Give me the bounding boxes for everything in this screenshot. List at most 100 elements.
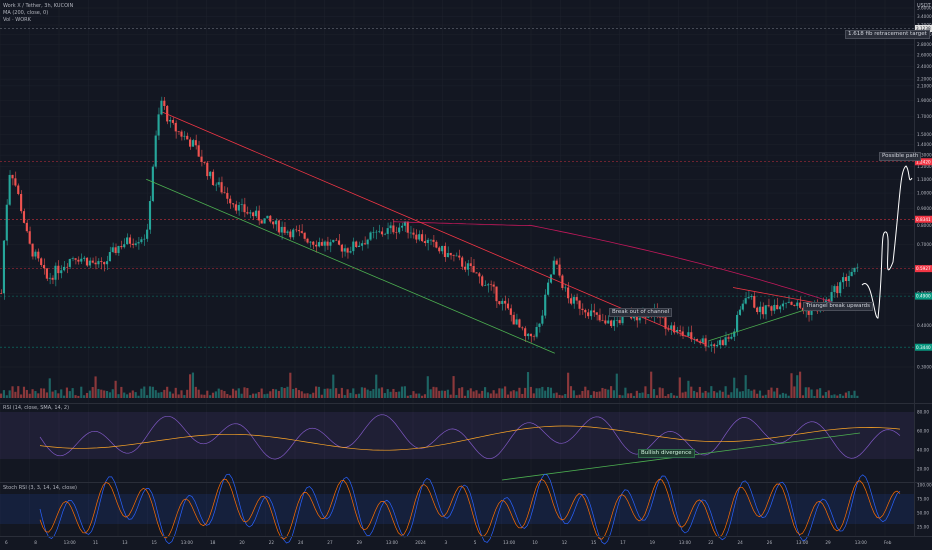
stoch-k-line (39, 473, 901, 545)
time-tick: 13:00 (64, 540, 76, 545)
volume-bar (100, 389, 103, 398)
stoch-tick: 50.00 (917, 511, 929, 516)
volume-bar (189, 374, 192, 398)
volume-bar (432, 386, 435, 398)
price-level-lines (0, 28, 914, 348)
volume-bar (458, 388, 461, 398)
volume-bar (498, 388, 501, 398)
candle (146, 229, 149, 239)
volume-bar (97, 388, 100, 398)
volume-bar (475, 390, 478, 398)
candle (409, 232, 412, 234)
volume-bar (824, 392, 827, 398)
candle (721, 340, 724, 346)
volume-bar (343, 395, 346, 398)
time-tick: 13 (122, 540, 128, 545)
volume-bar (406, 395, 409, 398)
price-tick: 2.4000 (917, 64, 932, 69)
candle (263, 218, 266, 224)
volume-bar (206, 390, 209, 398)
stoch-axis-ticks: 100.00 75.00 50.00 25.00 (917, 483, 932, 530)
price-tick: 1.9000 (917, 98, 932, 103)
volume-bar (713, 391, 716, 398)
candle (853, 267, 856, 272)
rsi-tick: 40.00 (917, 448, 929, 453)
candle (555, 260, 558, 265)
volume-bar (126, 394, 129, 398)
candle (369, 232, 372, 240)
candle (770, 306, 773, 311)
volume-bar (108, 392, 111, 398)
volume-bar (332, 374, 335, 398)
volume-bar (833, 394, 836, 398)
candle (211, 171, 215, 186)
candle (294, 229, 298, 231)
volume-bar (601, 387, 604, 398)
volume-bar (461, 387, 464, 398)
price-tick: 0.8000 (917, 223, 932, 228)
candle (312, 241, 315, 245)
volume-bar (481, 390, 484, 398)
volume-bar (260, 388, 263, 398)
candle (441, 245, 444, 252)
volume-bar (693, 390, 696, 398)
candle (509, 308, 512, 315)
volume-bar (810, 389, 813, 398)
volume-bar (572, 390, 575, 398)
volume-bar (423, 394, 427, 398)
volume-bar (592, 391, 595, 398)
volume-bar (658, 387, 661, 398)
volume-bar (357, 393, 361, 398)
candle (506, 303, 510, 309)
candle (552, 260, 555, 275)
volume-bar (418, 393, 421, 398)
volume-bar (541, 386, 544, 398)
volume-bar (403, 386, 406, 398)
volume-bar (595, 391, 598, 398)
fib-target-label: 1.618 fib retracement target (845, 30, 930, 39)
volume-bar (197, 389, 200, 398)
price-tick: 2.1000 (917, 83, 932, 88)
candle (128, 237, 132, 244)
candle (472, 266, 475, 273)
candle (504, 300, 507, 304)
volume-bar (661, 388, 664, 398)
volume-bar (254, 393, 258, 398)
price-tick: 3.4000 (917, 14, 932, 19)
volume-bar (549, 387, 553, 398)
volume-bar (154, 390, 157, 398)
candle (767, 305, 770, 307)
volume-bar (252, 393, 255, 398)
candle (54, 265, 57, 280)
candle (578, 300, 581, 309)
volume-bar (821, 395, 825, 398)
volume-bar (409, 395, 412, 398)
volume-bar (366, 389, 369, 398)
volume-bar (168, 391, 172, 398)
volume-bar (45, 392, 48, 398)
time-tick: 18 (210, 540, 216, 545)
volume-bar (146, 395, 149, 398)
volume-bar (234, 390, 237, 398)
time-tick: 6 (5, 540, 8, 545)
candle (521, 327, 524, 329)
candle (292, 229, 295, 238)
time-tick: 29 (357, 540, 363, 545)
volume-bar (200, 394, 203, 398)
candle (254, 210, 258, 217)
volume-bar (48, 378, 51, 398)
candle (140, 239, 143, 243)
candle (601, 320, 604, 321)
time-tick: 19 (650, 540, 656, 545)
rsi-axis-ticks: 80.00 60.00 40.00 20.00 (917, 410, 929, 472)
candle (131, 243, 134, 245)
volume-bar (2, 390, 6, 398)
candle (108, 251, 111, 262)
volume-bar (483, 387, 487, 398)
candle (229, 198, 232, 204)
rsi-tick: 60.00 (917, 429, 929, 434)
candle (615, 320, 618, 321)
volume-bar (761, 395, 764, 398)
volume-bar (578, 394, 581, 398)
